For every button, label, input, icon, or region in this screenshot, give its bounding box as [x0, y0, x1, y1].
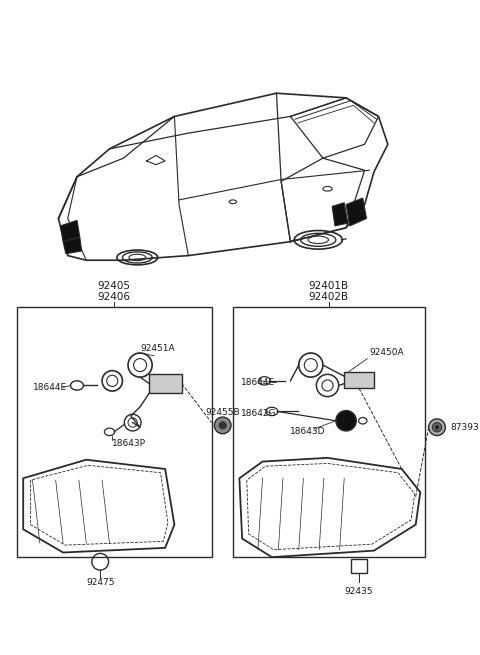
Text: 92405: 92405 — [97, 281, 131, 291]
Text: 92402B: 92402B — [309, 292, 349, 303]
Bar — [351, 559, 367, 573]
Text: 92455B: 92455B — [205, 408, 240, 417]
Polygon shape — [60, 220, 80, 242]
Circle shape — [336, 411, 356, 431]
Text: 18644E: 18644E — [34, 383, 68, 392]
Text: 92475: 92475 — [86, 578, 114, 588]
Polygon shape — [346, 198, 367, 226]
Bar — [233, 307, 425, 557]
Circle shape — [432, 422, 442, 432]
Circle shape — [429, 419, 445, 436]
Text: 92401B: 92401B — [309, 281, 349, 291]
Text: 18643D: 18643D — [290, 427, 326, 436]
Text: 92451A: 92451A — [140, 344, 175, 353]
Circle shape — [215, 417, 231, 434]
Text: 18642G: 18642G — [241, 409, 277, 418]
Text: 92450A: 92450A — [369, 348, 404, 356]
Bar — [149, 375, 182, 393]
Bar — [17, 307, 212, 557]
Polygon shape — [332, 202, 348, 226]
Polygon shape — [63, 237, 82, 253]
Text: 18644E: 18644E — [241, 378, 276, 387]
Text: 92406: 92406 — [97, 292, 131, 303]
Text: 92435: 92435 — [345, 587, 373, 596]
Circle shape — [219, 422, 227, 429]
Text: 87393: 87393 — [450, 422, 479, 432]
Text: 18643P: 18643P — [112, 438, 146, 447]
Circle shape — [435, 425, 439, 429]
Bar — [344, 371, 374, 388]
